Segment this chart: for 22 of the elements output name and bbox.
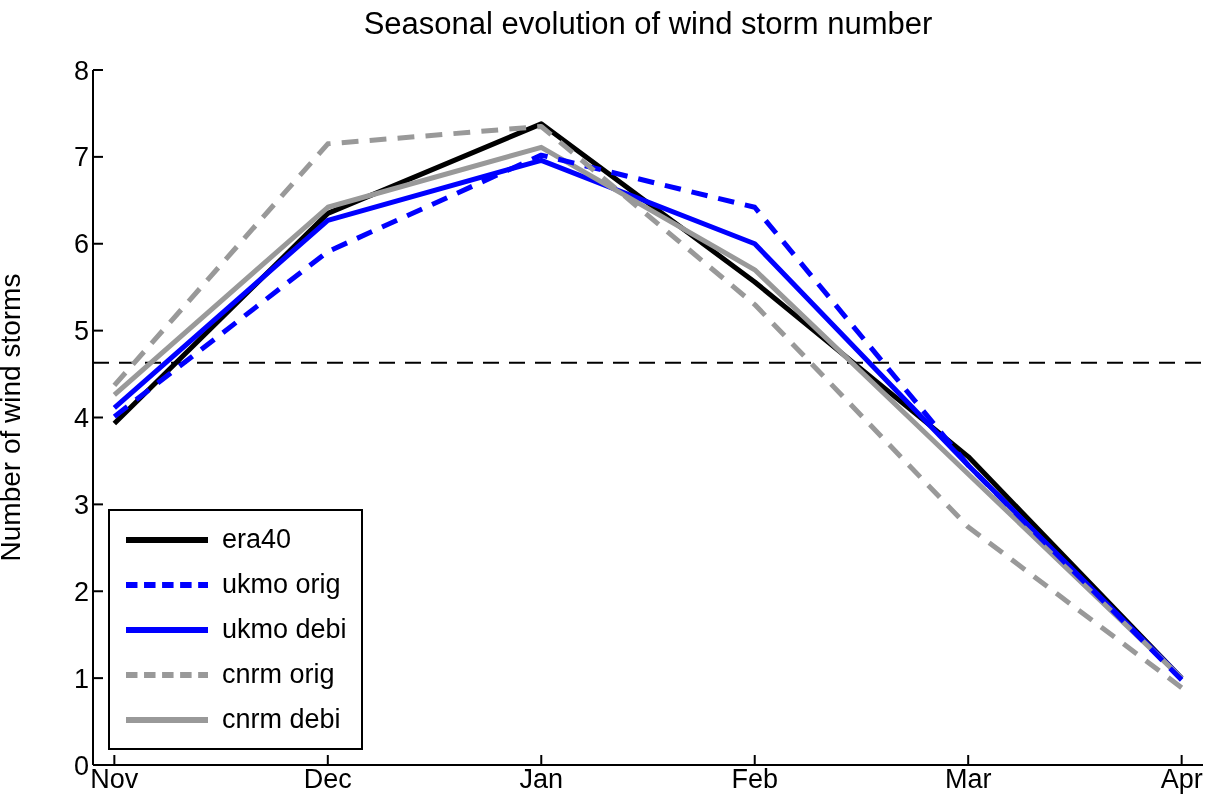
legend-label: cnrm orig — [222, 659, 335, 690]
y-axis-title: Number of wind storms — [0, 273, 26, 562]
y-tick-label: 2 — [73, 576, 89, 607]
chart-title: Seasonal evolution of wind storm number — [362, 6, 934, 42]
legend-label: era40 — [222, 524, 292, 555]
x-tick-label: Apr — [1160, 764, 1203, 795]
y-tick-label: 4 — [73, 403, 89, 434]
legend-label: ukmo debi — [222, 614, 347, 645]
x-tick-label: Nov — [90, 764, 139, 795]
y-tick-label: 6 — [73, 229, 89, 260]
x-tick-label: Jan — [519, 764, 564, 795]
y-tick-label: 8 — [73, 55, 89, 86]
y-tick-label: 5 — [73, 316, 89, 347]
x-tick-label: Dec — [303, 764, 352, 795]
legend-label: cnrm debi — [222, 704, 341, 735]
x-tick-label: Mar — [944, 764, 992, 795]
y-tick-label: 7 — [73, 142, 89, 173]
y-tick-label: 1 — [73, 663, 89, 694]
x-tick-label: Feb — [731, 764, 778, 795]
y-tick-label: 3 — [73, 489, 89, 520]
y-tick-label: 0 — [73, 750, 89, 781]
legend-label: ukmo orig — [222, 569, 341, 600]
